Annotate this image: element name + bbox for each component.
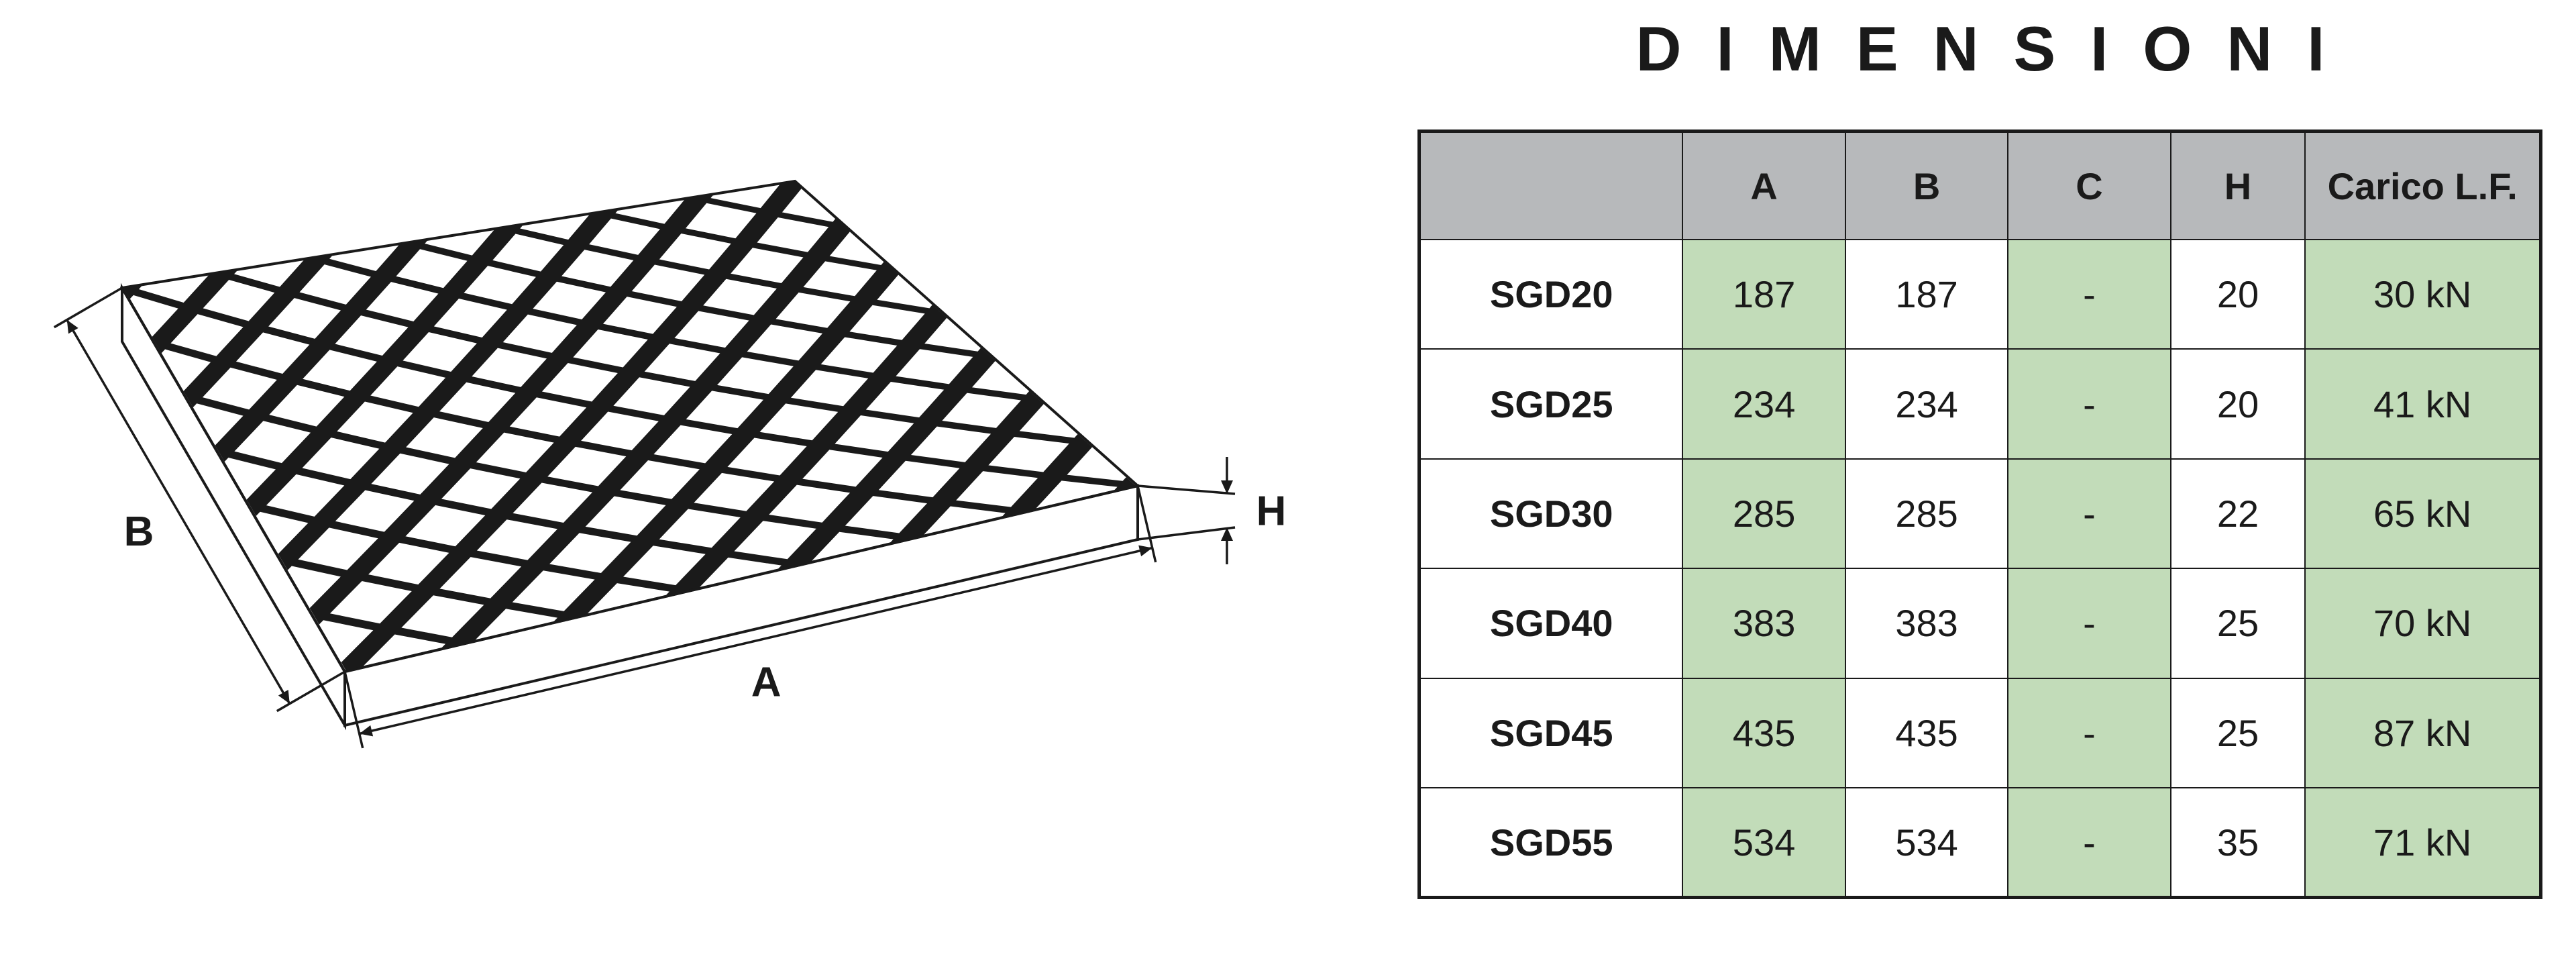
svg-text:A: A bbox=[751, 660, 782, 706]
svg-text:DIMENSIONI: DIMENSIONI bbox=[1636, 13, 2360, 84]
svg-text:B: B bbox=[124, 509, 154, 555]
svg-text:H: H bbox=[1256, 488, 1287, 534]
